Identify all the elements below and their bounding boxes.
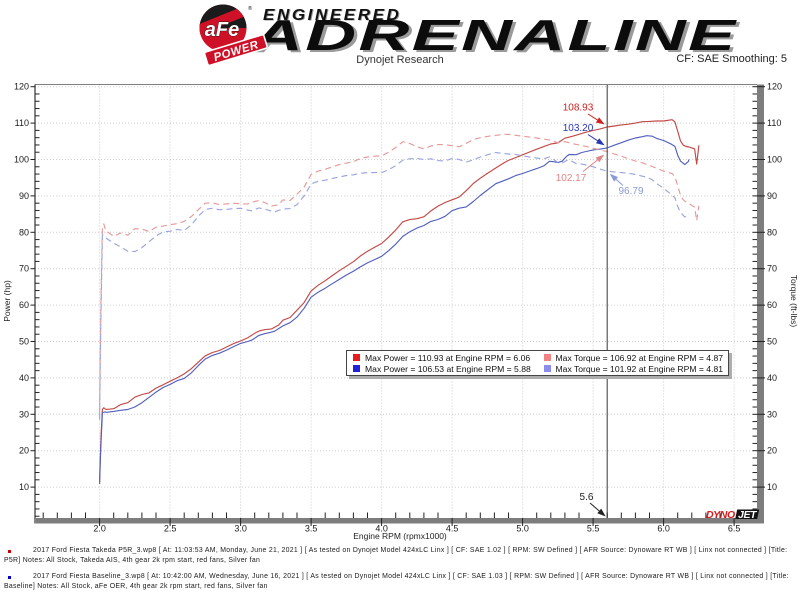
y-tick-label-right: 80 — [767, 227, 777, 237]
y-axis-label-right: Torque (ft-lbs) — [789, 275, 799, 328]
y-tick-label-left: 110 — [15, 118, 29, 128]
annotation-96-79-label: 96.79 — [618, 186, 643, 197]
annotation-103-20-label: 103.20 — [563, 123, 594, 134]
y-tick-label-right: 40 — [767, 373, 777, 383]
smoothing-setting: CF: SAE Smoothing: 5 — [676, 53, 787, 65]
plot-frame — [34, 84, 764, 524]
y-tick-label-left: 30 — [19, 409, 29, 419]
afe-badge-swoosh — [199, 4, 247, 37]
x-tick-label: 6.0 — [657, 524, 670, 534]
y-tick-label-right: 90 — [767, 191, 777, 201]
y-tick-label-left: 100 — [14, 155, 29, 165]
cursor-rpm-label: 5.6 — [580, 492, 594, 503]
x-tick-label: 5.0 — [516, 524, 529, 534]
axis-ticks-and-labels: 10 10 20 20 30 30 40 40 50 50 60 60 70 70 80 80 90 90 100 1… — [14, 82, 782, 534]
cursor-annotations: 108.93 103.20 102.17 96.79 5.6 — [556, 103, 644, 517]
x-tick-label: 3.5 — [305, 524, 318, 534]
x-tick-label: 4.0 — [375, 524, 388, 534]
legend-swatch-torque-red — [543, 354, 551, 361]
y-tick-label-left: 70 — [19, 264, 29, 274]
y-tick-label-left: 80 — [19, 227, 29, 237]
dynojet-logo-dyno: DYNO — [706, 509, 735, 521]
legend-item: Max Torque = 101.92 at Engine RPM = 4.81 — [538, 363, 729, 374]
annotation-102-17-label: 102.17 — [556, 173, 587, 184]
run1-description-line2: P5R] Notes: All Stock, Takeda AIS, 4th g… — [4, 557, 261, 564]
annotation-96-79-arrowhead — [609, 173, 619, 182]
curve-p5r-max-torque — [99, 133, 700, 415]
y-tick-label-right: 20 — [767, 446, 777, 456]
x-tick-label: 3.0 — [234, 524, 247, 534]
x-tick-label: 6.5 — [728, 524, 741, 534]
y-axis-bar-right — [757, 84, 764, 524]
y-tick-label-right: 70 — [767, 264, 777, 274]
legend-swatch-power-red — [353, 354, 360, 361]
afe-badge-text: aFe — [205, 19, 239, 41]
run2-description-line1: 2017 Ford Fiesta Baseline_3.wp8 [ At: 10… — [33, 573, 789, 580]
y-tick-label-left: 20 — [19, 446, 29, 456]
curve-baseline-max-torque — [99, 151, 690, 420]
afe-power-logo: aFe ® POWER — [199, 4, 268, 67]
y-tick-label-left: 60 — [19, 300, 29, 310]
brand-engineered: ENGINEERED — [263, 6, 402, 24]
legend-label: Max Power = 106.53 at Engine RPM = 5.88 — [365, 363, 531, 374]
y-tick-label-right: 110 — [767, 118, 781, 128]
y-tick-label-right: 100 — [767, 155, 782, 165]
y-tick-label-right: 30 — [767, 409, 777, 419]
legend-box: Max Power = 110.93 at Engine RPM = 6.06 … — [346, 350, 729, 376]
y-axis-label-left: Power (hp) — [2, 280, 12, 322]
y-tick-label-left: 120 — [14, 82, 29, 92]
legend-label: Max Power = 110.93 at Engine RPM = 6.06 — [365, 352, 531, 363]
run2-description-line2: Baseline] Notes: All Stock, aFe OER, 4th… — [4, 583, 268, 590]
run1-bullet — [8, 550, 11, 553]
annotation-103-20-arrowhead — [595, 138, 605, 146]
chart-source-title: Dynojet Research — [356, 54, 444, 66]
dynojet-logo: DYNO JET — [706, 509, 760, 521]
x-tick-label: 2.5 — [164, 524, 177, 534]
curve-baseline-max-power — [99, 135, 690, 485]
annotation-108-93-arrowhead — [595, 117, 605, 125]
annotation-108-93-label: 108.93 — [563, 103, 594, 114]
y-tick-label-right: 60 — [767, 300, 777, 310]
y-tick-label-left: 40 — [19, 373, 29, 383]
annotation-102-17-arrow-line — [582, 157, 600, 172]
x-axis-label: Engine RPM (rpmx1000) — [353, 531, 447, 541]
brand-adrenaline: ADRENALINE — [252, 12, 738, 61]
dyno-curves — [99, 119, 700, 485]
grid-lines — [35, 84, 757, 518]
y-tick-label-right: 50 — [767, 337, 777, 347]
run2-bullet — [8, 576, 11, 579]
legend-item: Max Power = 106.53 at Engine RPM = 5.88 — [347, 363, 538, 374]
legend-label: Max Torque = 106.92 at Engine RPM = 4.87 — [555, 352, 724, 363]
run1-description-line1: 2017 Ford Fiesta Takeda P5R_3.wp8 [ At: … — [33, 547, 788, 554]
cursor-arrowhead — [597, 508, 606, 517]
legend-swatch-power-blue — [353, 365, 360, 372]
x-axis-bar — [36, 518, 764, 524]
legend-item: Max Power = 110.93 at Engine RPM = 6.06 — [347, 352, 538, 363]
legend-label: Max Torque = 101.92 at Engine RPM = 4.81 — [555, 363, 724, 374]
x-tick-label: 5.5 — [587, 524, 600, 534]
y-tick-label-right: 120 — [767, 82, 782, 92]
curve-p5r-max-power — [99, 119, 700, 482]
y-tick-label-left: 90 — [19, 191, 29, 201]
legend-swatch-torque-blue — [543, 365, 551, 372]
y-tick-label-left: 10 — [19, 482, 29, 492]
legend-item: Max Torque = 106.92 at Engine RPM = 4.87 — [538, 352, 729, 363]
x-tick-label: 2.0 — [93, 524, 106, 534]
afe-badge-reg: ® — [248, 5, 252, 12]
annotation-102-17-arrowhead — [595, 154, 605, 163]
y-tick-label-right: 10 — [767, 482, 777, 492]
dynojet-logo-jet: JET — [738, 509, 758, 521]
y-tick-label-left: 50 — [19, 337, 29, 347]
x-tick-label: 4.5 — [446, 524, 459, 534]
